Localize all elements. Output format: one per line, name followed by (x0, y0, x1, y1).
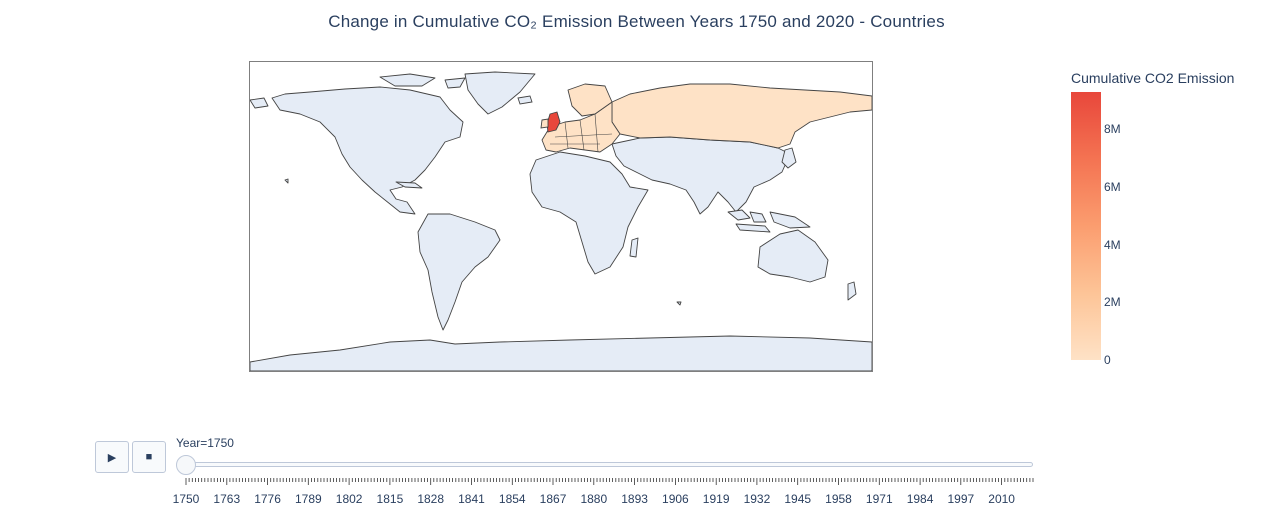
slider-tick-label[interactable]: 1997 (947, 492, 975, 506)
slider-tick-label[interactable]: 1802 (335, 492, 363, 506)
slider-tick-label[interactable]: 1906 (662, 492, 689, 506)
greenland (464, 71, 536, 115)
south-america (417, 213, 501, 331)
slider-tick-label[interactable]: 1854 (498, 492, 526, 506)
slider-ticks (185, 478, 1034, 485)
slider-tick-label[interactable]: 2010 (988, 492, 1015, 506)
slider-tick-label[interactable]: 1984 (906, 492, 934, 506)
slider-tick-label[interactable]: 1971 (865, 492, 893, 506)
stop-icon: ■ (145, 451, 153, 463)
chart-title: Change in Cumulative CO₂ Emission Betwee… (328, 12, 945, 31)
slider-tick-label[interactable]: 1932 (743, 492, 771, 506)
slider-tick-label[interactable]: 1867 (539, 492, 567, 506)
slider-tick-label[interactable]: 1750 (172, 492, 200, 506)
slider-tick-label[interactable]: 1919 (702, 492, 730, 506)
slider-handle[interactable] (176, 455, 196, 475)
australia (757, 229, 829, 283)
scandinavia (567, 83, 613, 117)
stop-button[interactable]: ■ (132, 441, 166, 473)
colorbar-tick-label: 8M (1104, 122, 1121, 137)
world-map[interactable] (249, 61, 873, 372)
play-button[interactable]: ▶ (95, 441, 129, 473)
play-icon: ▶ (107, 451, 117, 464)
slider-tick-label[interactable]: 1893 (621, 492, 648, 506)
slider-tick-label[interactable]: 1828 (417, 492, 445, 506)
colorbar-tick-label: 0 (1104, 353, 1111, 367)
slider-tick-label[interactable]: 1815 (376, 492, 404, 506)
africa (529, 151, 649, 275)
slider-tick-label[interactable]: 1880 (580, 492, 608, 506)
slider-tick-label[interactable]: 1841 (458, 492, 485, 506)
slider-current-value: Year=1750 (176, 436, 234, 450)
colorbar-title: Cumulative CO2 Emission (1071, 70, 1235, 86)
slider-tick-label[interactable]: 1789 (294, 492, 322, 506)
north-america (271, 86, 464, 215)
antarctica (250, 335, 872, 371)
colorbar-tick-label: 6M (1104, 180, 1121, 195)
russia (611, 83, 872, 149)
slider-tick-label[interactable]: 1776 (254, 492, 281, 506)
colorbar-gradient (1071, 92, 1101, 360)
slider-tick-label[interactable]: 1763 (213, 492, 241, 506)
colorbar-tick-label: 4M (1104, 237, 1121, 252)
slider-rail[interactable] (186, 462, 1033, 467)
slider-tick-label[interactable]: 1958 (825, 492, 852, 506)
slider-tick-label[interactable]: 1945 (784, 492, 812, 506)
colorbar-tick-label: 2M (1104, 295, 1121, 310)
